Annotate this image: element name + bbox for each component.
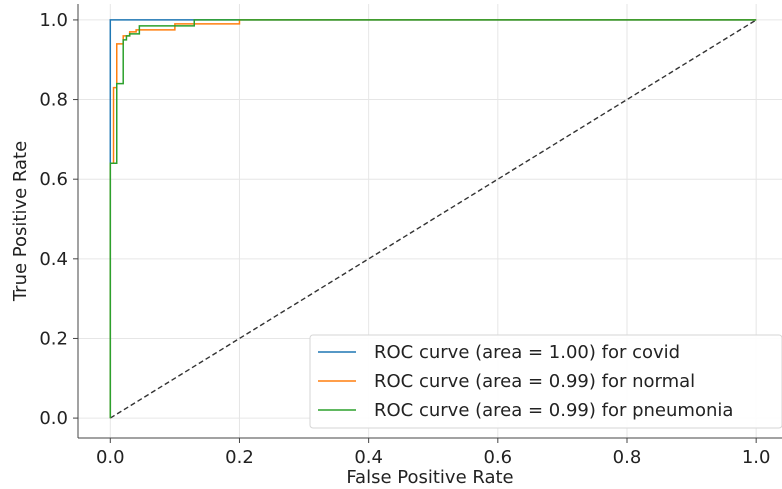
series-layer <box>109 19 757 419</box>
x-tick-label: 0.6 <box>483 447 512 468</box>
y-tick-label: 0.0 <box>39 408 68 429</box>
legend-entry-label: ROC curve (area = 0.99) for pneumonia <box>374 400 733 421</box>
y-tick-label: 0.4 <box>39 249 68 270</box>
y-tick-label: 0.2 <box>39 328 68 349</box>
y-tick-label: 0.8 <box>39 90 68 111</box>
x-tick-label: 0.0 <box>96 447 125 468</box>
legend-entry-label: ROC curve (area = 0.99) for normal <box>374 371 695 392</box>
legend-box <box>309 334 782 429</box>
legend-entry-label: ROC curve (area = 1.00) for covid <box>374 342 680 363</box>
axes <box>77 4 782 439</box>
x-axis-label: False Positive Rate <box>346 467 513 488</box>
x-tick-label: 0.4 <box>354 447 383 468</box>
y-axis-label: True Positive Rate <box>10 141 31 302</box>
y-tick-label: 0.6 <box>39 169 68 190</box>
legend: ROC curve (area = 1.00) for covid ROC cur… <box>309 334 782 429</box>
roc-series-line-2 <box>109 19 757 419</box>
ticks: 0.0 0.2 0.4 0.6 0.8 1.0 0.0 0.2 0.4 0.6 0.8 1.0 <box>39 10 770 468</box>
x-tick-label: 0.8 <box>613 447 642 468</box>
x-tick-label: 1.0 <box>742 447 771 468</box>
chance-diagonal-line <box>109 19 757 419</box>
x-tick-label: 0.2 <box>225 447 254 468</box>
y-tick-label: 1.0 <box>39 10 68 31</box>
